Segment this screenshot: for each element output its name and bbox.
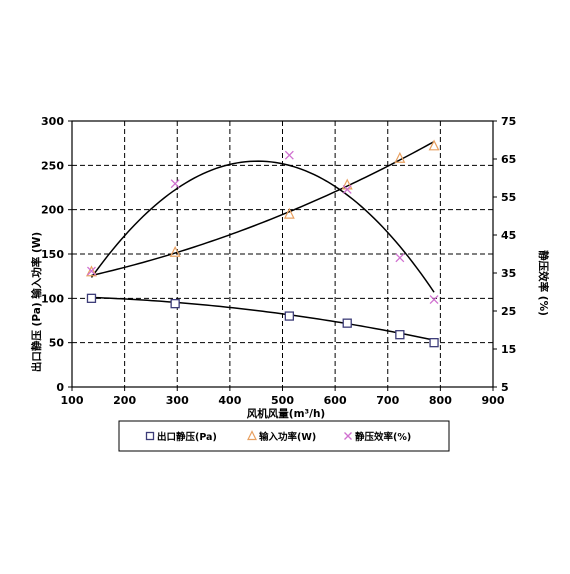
data-point xyxy=(87,266,96,276)
x-tick-label: 200 xyxy=(113,394,136,407)
y-tick-label-right: 75 xyxy=(501,115,516,128)
data-point xyxy=(284,311,294,321)
data-point xyxy=(342,318,352,328)
series-efficiency xyxy=(87,150,439,305)
marker-stroke xyxy=(87,266,96,276)
data-point xyxy=(394,151,406,163)
data-point xyxy=(429,295,439,305)
data-point xyxy=(342,184,352,194)
y-tick-label-left: 100 xyxy=(41,292,64,305)
trendlines xyxy=(90,140,435,341)
legend-box xyxy=(118,420,450,452)
y-axis-label-left: 出口静压 (Pa) 输入功率 (W) xyxy=(30,232,43,372)
data-point xyxy=(170,179,180,189)
x-tick-label: 500 xyxy=(271,394,294,407)
trendline xyxy=(91,140,435,277)
data-points xyxy=(86,139,440,348)
data-point xyxy=(169,245,181,257)
y-tick-label-right: 65 xyxy=(501,153,516,166)
y-tick-labels-left: 0 50 100 150 200 250 300 xyxy=(41,115,72,394)
y-tick-label-right: 15 xyxy=(501,343,516,356)
data-point xyxy=(86,293,97,303)
grid xyxy=(72,121,493,387)
y-tick-label-right: 25 xyxy=(501,305,516,318)
series-static-pressure xyxy=(86,293,439,348)
data-point xyxy=(395,330,405,340)
trendline xyxy=(90,160,435,293)
marker-stroke xyxy=(344,432,352,440)
marker-stroke xyxy=(395,253,405,263)
y-tick-label-left: 50 xyxy=(49,337,65,350)
y-tick-label-right: 5 xyxy=(501,381,509,394)
data-point xyxy=(284,150,294,160)
data-point xyxy=(283,207,295,219)
marker-stroke xyxy=(429,295,439,305)
y-tick-label-left: 300 xyxy=(41,115,64,128)
legend-label: 出口静压(Pa) xyxy=(157,431,217,443)
y-tick-labels-right: 5 15 25 35 45 55 65 75 xyxy=(493,115,516,394)
y-tick-label-left: 250 xyxy=(41,159,64,172)
x-tick-labels: 100 200 300 400 500 600 700 800 900 xyxy=(61,387,505,407)
y-tick-label-right: 55 xyxy=(501,191,516,204)
y-tick-label-right: 45 xyxy=(501,229,516,242)
marker-stroke xyxy=(342,184,352,194)
legend: 出口静压(Pa) 输入功率(W) 静压效率(%) xyxy=(118,420,450,452)
legend-marker xyxy=(247,430,257,441)
data-point xyxy=(429,338,439,348)
x-axis-label: 风机风量(m³/h) xyxy=(247,407,325,420)
legend-label: 输入功率(W) xyxy=(259,431,316,443)
y-tick-label-left: 200 xyxy=(41,204,64,217)
x-tick-label: 600 xyxy=(324,394,347,407)
x-tick-label: 700 xyxy=(376,394,399,407)
y-tick-label-left: 0 xyxy=(56,381,64,394)
marker-stroke xyxy=(170,179,180,189)
data-point xyxy=(86,265,97,277)
y-tick-label-right: 35 xyxy=(501,267,516,280)
legend-label: 静压效率(%) xyxy=(355,431,411,443)
marker-stroke xyxy=(284,150,294,160)
series-input-power xyxy=(86,139,440,277)
trendline xyxy=(91,296,435,341)
x-tick-label: 300 xyxy=(166,394,189,407)
legend-marker xyxy=(344,432,352,440)
data-point xyxy=(170,299,180,309)
x-tick-label: 100 xyxy=(61,394,84,407)
legend-marker xyxy=(145,431,155,441)
data-point xyxy=(395,253,405,263)
y-axis-label-right: 静压效率 (%) xyxy=(537,250,550,316)
data-point xyxy=(428,139,440,151)
x-tick-label: 800 xyxy=(429,394,452,407)
x-tick-label: 900 xyxy=(482,394,505,407)
x-tick-label: 400 xyxy=(218,394,241,407)
y-tick-label-left: 150 xyxy=(41,248,64,261)
